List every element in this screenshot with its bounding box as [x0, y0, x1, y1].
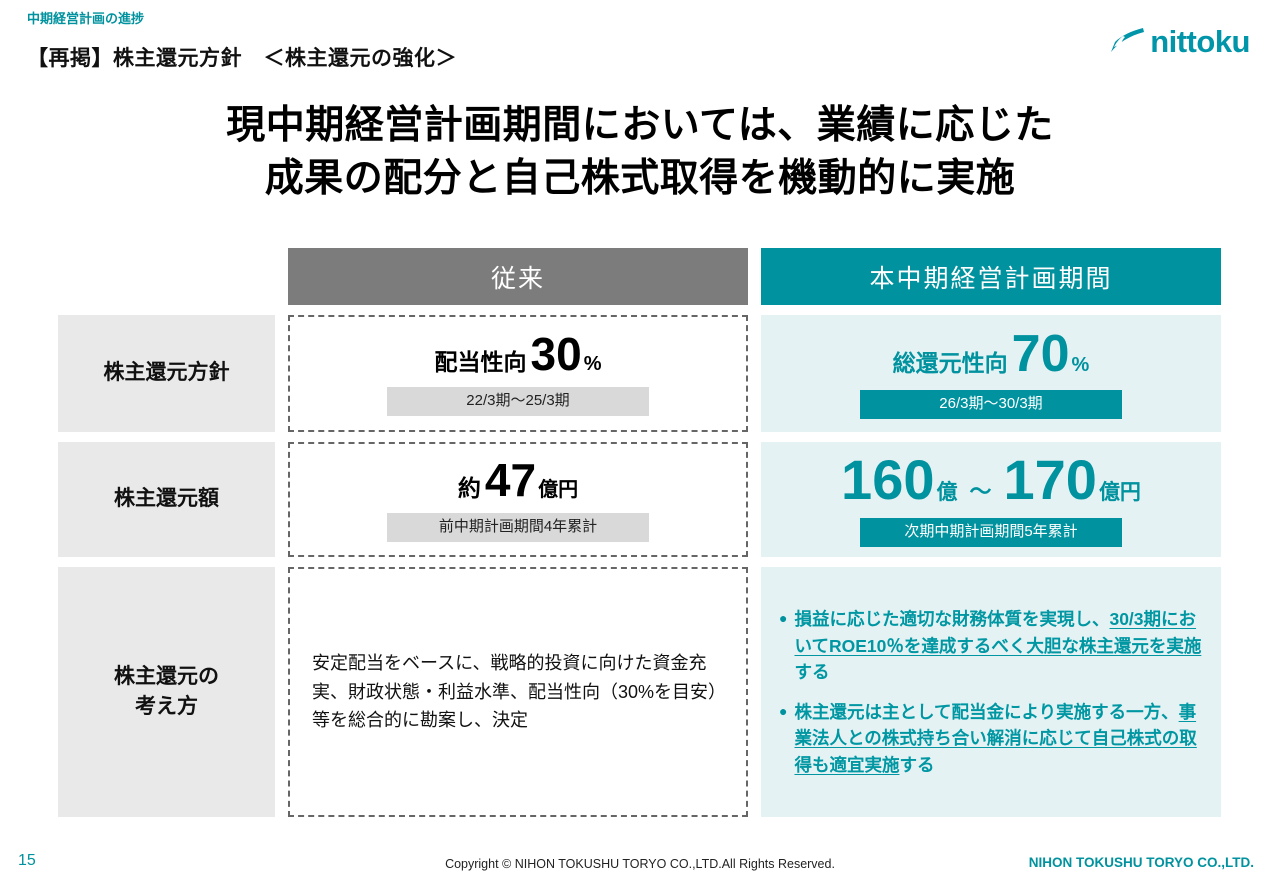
range-low: 160: [841, 448, 935, 512]
section-eyebrow: 中期経営計画の進捗: [27, 11, 145, 26]
amount-stat: 約 47 億円: [458, 457, 578, 503]
cell-approach-conventional: 安定配当をベースに、戦略的投資に向けた資金充実、財政状態・利益水準、配当性向（3…: [288, 567, 748, 817]
row-label-return-policy: 株主還元方針: [58, 315, 275, 432]
stat-value: 30: [530, 328, 582, 381]
column-header-current-plan: 本中期経営計画期間: [761, 248, 1221, 305]
comparison-table: 従来 本中期経営計画期間 株主還元方針 配当性向 30 % 22/3期～25/3…: [58, 248, 1221, 817]
cell-policy-current: 総還元性向 70 % 26/3期～30/3期: [761, 315, 1221, 432]
cell-approach-current: ● 損益に応じた適切な財務体質を実現し、30/3期においてROE10％を達成する…: [761, 567, 1221, 817]
stat-value: 70: [1011, 325, 1070, 384]
bullet-emphasis: 30/3期においてROE10％を達成するべく大胆な株主還元を実施: [794, 609, 1202, 656]
grid-spacer: [58, 248, 275, 305]
logo-swoosh-icon: [1109, 26, 1145, 59]
bullet-post: する: [899, 754, 935, 775]
bullet-text: 株主還元は主として配当金により実施する一方、事業法人との株式持ち合い解消に応じて…: [794, 699, 1203, 778]
bullet-icon: ●: [779, 703, 788, 719]
period-badge: 22/3期～25/3期: [387, 387, 649, 416]
cell-amount-conventional: 約 47 億円 前中期計画期間4年累計: [288, 442, 748, 557]
column-header-conventional: 従来: [288, 248, 748, 305]
page-title: 【再掲】株主還元方針 ＜株主還元の強化＞: [27, 47, 457, 70]
headline-line-1: 現中期経営計画期間においては、業績に応じた: [226, 104, 1054, 147]
copyright-text: Copyright © NIHON TOKUSHU TORYO CO.,LTD.…: [445, 857, 835, 871]
stat-unit: %: [583, 353, 602, 376]
cell-amount-current: 160 億 ～ 170 億円 次期中期計画期間5年累計: [761, 442, 1221, 557]
stat-prefix: 配当性向: [434, 349, 527, 376]
bullet-pre: 株主還元は主として配当金により実施する一方、: [794, 702, 1179, 722]
range-high: 170: [1003, 448, 1097, 512]
bullet-text: 損益に応じた適切な財務体質を実現し、30/3期においてROE10％を達成するべく…: [794, 606, 1203, 685]
bullet-emphasis: 事業法人との株式持ち合い解消に応じて自己株式の取得も適宜実施: [794, 702, 1197, 775]
cell-policy-conventional: 配当性向 30 % 22/3期～25/3期: [288, 315, 748, 432]
bullet-post: する: [794, 661, 830, 682]
period-badge: 次期中期計画期間5年累計: [860, 518, 1122, 547]
headline-line-2: 成果の配分と自己株式取得を機動的に実施: [264, 156, 1016, 200]
range-low-unit: 億: [936, 481, 958, 505]
total-return-ratio-stat: 総還元性向 70 %: [893, 328, 1090, 380]
row-label-return-amount: 株主還元額: [58, 442, 275, 557]
payout-ratio-stat: 配当性向 30 %: [435, 331, 602, 377]
range-tilde: ～: [969, 479, 992, 505]
amount-range-stat: 160 億 ～ 170 億円: [841, 452, 1141, 508]
logo-wordmark: nittoku: [1150, 24, 1250, 59]
stat-unit: 億円: [538, 479, 579, 502]
period-badge: 26/3期～30/3期: [860, 390, 1122, 419]
row-label-return-approach: 株主還元の 考え方: [58, 567, 275, 817]
company-name: NIHON TOKUSHU TORYO CO.,LTD.: [1028, 855, 1254, 870]
conventional-approach-text: 安定配当をベースに、戦略的投資に向けた資金充実、財政状態・利益水準、配当性向（3…: [312, 652, 718, 731]
stat-prefix: 総還元性向: [892, 350, 1008, 377]
bullet-item: ● 損益に応じた適切な財務体質を実現し、30/3期においてROE10％を達成する…: [779, 606, 1203, 685]
bullet-icon: ●: [779, 610, 788, 627]
main-headline: 現中期経営計画期間においては、業績に応じた 成果の配分と自己株式取得を機動的に実…: [0, 100, 1280, 205]
bullet-pre: 損益に応じた適切な財務体質を実現し、: [794, 609, 1110, 630]
stat-value: 47: [484, 454, 537, 507]
bullet-item: ● 株主還元は主として配当金により実施する一方、事業法人との株式持ち合い解消に応…: [779, 699, 1203, 778]
range-high-unit: 億円: [1098, 481, 1141, 505]
period-badge: 前中期計画期間4年累計: [387, 513, 649, 542]
stat-prefix: 約: [457, 475, 481, 502]
stat-unit: %: [1071, 354, 1090, 377]
nittoku-logo: nittoku: [1109, 24, 1250, 60]
page-number: 15: [18, 852, 36, 869]
